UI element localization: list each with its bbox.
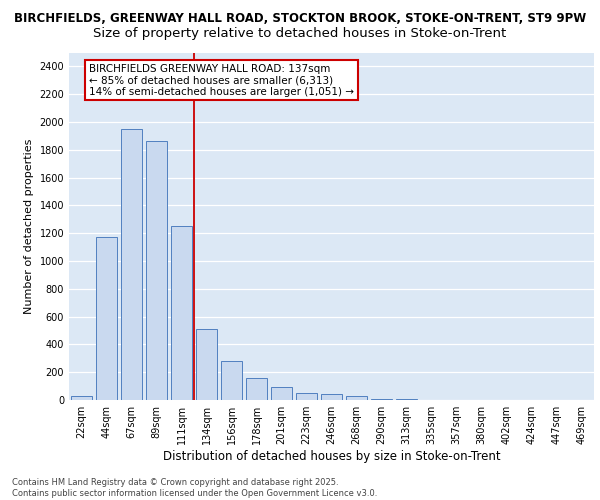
Bar	[221, 361, 242, 400]
Bar	[296, 393, 317, 400]
Bar	[146, 142, 167, 400]
Bar	[171, 226, 192, 400]
Bar	[121, 129, 142, 400]
X-axis label: Distribution of detached houses by size in Stoke-on-Trent: Distribution of detached houses by size …	[163, 450, 500, 463]
Bar	[196, 329, 217, 400]
Y-axis label: Number of detached properties: Number of detached properties	[24, 138, 34, 314]
Bar	[346, 396, 367, 400]
Bar	[246, 378, 267, 400]
Bar	[96, 238, 117, 400]
Text: Size of property relative to detached houses in Stoke-on-Trent: Size of property relative to detached ho…	[94, 28, 506, 40]
Bar	[321, 394, 342, 400]
Text: BIRCHFIELDS GREENWAY HALL ROAD: 137sqm
← 85% of detached houses are smaller (6,3: BIRCHFIELDS GREENWAY HALL ROAD: 137sqm ←…	[89, 64, 354, 97]
Bar	[371, 399, 392, 400]
Text: BIRCHFIELDS, GREENWAY HALL ROAD, STOCKTON BROOK, STOKE-ON-TRENT, ST9 9PW: BIRCHFIELDS, GREENWAY HALL ROAD, STOCKTO…	[14, 12, 586, 26]
Bar	[71, 396, 92, 400]
Text: Contains HM Land Registry data © Crown copyright and database right 2025.
Contai: Contains HM Land Registry data © Crown c…	[12, 478, 377, 498]
Bar	[271, 387, 292, 400]
